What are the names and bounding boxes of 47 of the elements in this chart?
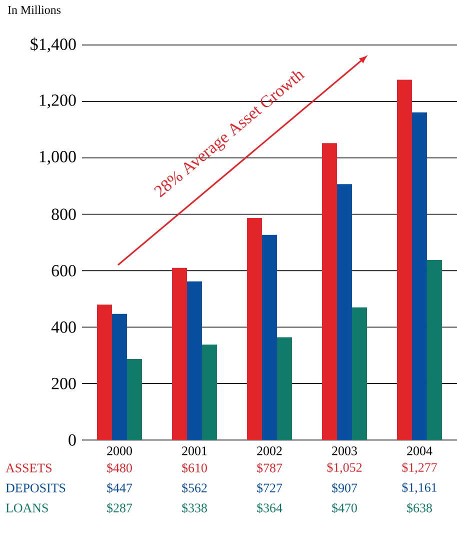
data-label: $638 bbox=[407, 502, 432, 514]
y-tick-label: 400 bbox=[51, 321, 76, 333]
bar bbox=[127, 359, 142, 440]
y-tick-label: 600 bbox=[52, 264, 76, 276]
y-axis-title: In Millions bbox=[8, 6, 61, 14]
x-tick-label: 2002 bbox=[257, 446, 282, 456]
y-tick-label: 800 bbox=[52, 208, 76, 220]
x-tick-label: 2001 bbox=[182, 446, 207, 456]
y-tick-label: 1,000 bbox=[40, 150, 76, 165]
bar bbox=[412, 112, 427, 440]
bar bbox=[426, 260, 442, 440]
data-label: $364 bbox=[257, 502, 282, 514]
x-tick-label: 2004 bbox=[407, 446, 432, 456]
data-label: $338 bbox=[182, 502, 207, 514]
data-label: $907 bbox=[332, 482, 358, 494]
y-tick-label: $1,400 bbox=[30, 38, 76, 52]
bar bbox=[112, 314, 127, 440]
data-label: $287 bbox=[107, 502, 132, 514]
bar bbox=[276, 337, 292, 440]
y-tick-label: 1,200 bbox=[40, 94, 76, 108]
bar bbox=[262, 234, 277, 440]
bar bbox=[336, 184, 352, 440]
bar bbox=[172, 268, 187, 440]
text: LOANS bbox=[6, 504, 48, 512]
bar bbox=[202, 344, 217, 440]
y-tick-label: 0 bbox=[68, 434, 76, 446]
data-label: $610 bbox=[182, 462, 207, 474]
data-label: $480 bbox=[107, 462, 132, 474]
text: ASSETS bbox=[6, 464, 52, 472]
data-label: $1,161 bbox=[402, 482, 437, 494]
bar bbox=[396, 80, 412, 440]
bar bbox=[352, 307, 367, 440]
y-tick-label: 200 bbox=[52, 378, 76, 390]
data-label: $447 bbox=[107, 482, 132, 494]
data-label: $1,277 bbox=[402, 462, 437, 474]
bar bbox=[322, 143, 337, 440]
data-label: $727 bbox=[257, 482, 282, 494]
data-label: $787 bbox=[257, 462, 282, 474]
text: DEPOSITS bbox=[6, 484, 66, 492]
bar bbox=[187, 281, 202, 440]
bar bbox=[246, 218, 262, 440]
x-tick-label: 2003 bbox=[332, 446, 357, 456]
data-label: $562 bbox=[182, 482, 207, 494]
data-label: $1,052 bbox=[327, 462, 362, 474]
x-tick-label: 2000 bbox=[107, 446, 132, 456]
bar bbox=[97, 304, 112, 440]
data-label: $470 bbox=[332, 502, 357, 514]
